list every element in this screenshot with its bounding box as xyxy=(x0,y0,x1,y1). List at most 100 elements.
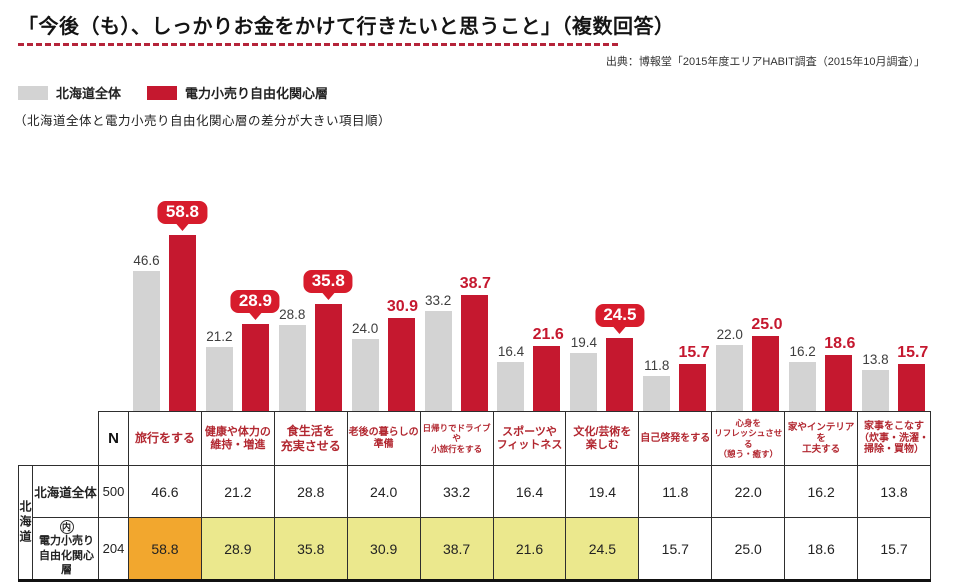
bar-value-label: 19.4 xyxy=(570,334,598,350)
value-bubble: 58.8 xyxy=(157,200,207,231)
bar-group-8: 22.0 25.0 xyxy=(711,181,784,411)
bar-deregulation-interest-10: 15.7 xyxy=(897,344,928,411)
source-note: 出典：博報堂「2015年度エリアHABIT調査（2015年10月調査）」 xyxy=(605,56,925,68)
cell-deregulation-interest-8: 25.0 xyxy=(711,516,786,583)
column-header-5: スポーツや フィットネス xyxy=(492,411,567,466)
bar-group-5: 16.4 21.6 xyxy=(493,181,566,411)
n-column-header: N xyxy=(98,411,129,466)
title-underline xyxy=(18,43,618,46)
bar-chart: 46.6 58.8 21.2 28.9 28.8 35.8 24.0 30.9 33.2 38.7… xyxy=(128,181,930,411)
bar-hokkaido-all-3: 24.0 xyxy=(351,321,379,411)
bar-deregulation-interest-9: 18.6 xyxy=(824,335,855,411)
bar-deregulation-interest-2: 35.8 xyxy=(303,269,353,411)
value-bubble: 24.5 xyxy=(595,303,645,334)
bar-hokkaido-all-2: 28.8 xyxy=(278,307,306,411)
bar-value-label: 15.7 xyxy=(678,343,710,361)
bar-value-label: 16.4 xyxy=(497,343,525,359)
value-bubble: 35.8 xyxy=(303,269,353,300)
bar-group-0: 46.6 58.8 xyxy=(128,181,207,411)
bar-deregulation-interest-3: 30.9 xyxy=(387,298,418,411)
bar-value-label: 16.2 xyxy=(789,344,816,360)
bar-group-9: 16.2 18.6 xyxy=(784,181,857,411)
bar-hokkaido-all-5: 16.4 xyxy=(497,344,525,411)
column-header-7: 自己啓発をする xyxy=(638,411,713,466)
bar-hokkaido-all-10: 13.8 xyxy=(862,352,890,411)
bar-hokkaido-all-8: 22.0 xyxy=(716,327,744,411)
bar-deregulation-interest-5: 21.6 xyxy=(533,326,564,411)
data-table: N 旅行をする 健康や体力の 維持・増進 食生活を 充実させる 老後の暮らしの 準備 日帰… xyxy=(18,411,931,583)
bar-group-10: 13.8 15.7 xyxy=(857,181,930,411)
bar-value-label: 28.8 xyxy=(279,306,306,322)
bar-group-6: 19.4 24.5 xyxy=(565,181,645,411)
bar-group-3: 24.0 30.9 xyxy=(347,181,420,411)
bar-hokkaido-all-7: 11.8 xyxy=(643,358,671,411)
bar-deregulation-interest-0: 58.8 xyxy=(157,200,207,411)
cell-hokkaido-all-4: 33.2 xyxy=(419,465,494,518)
bar-value-label: 30.9 xyxy=(386,298,418,316)
bar-hokkaido-all-6: 19.4 xyxy=(570,335,598,411)
cell-deregulation-interest-1: 28.9 xyxy=(200,516,275,583)
cell-deregulation-interest-3: 30.9 xyxy=(346,516,421,583)
cell-deregulation-interest-5: 21.6 xyxy=(492,516,567,583)
bar-group-1: 21.2 28.9 xyxy=(201,181,280,411)
cell-deregulation-interest-10: 15.7 xyxy=(857,516,931,583)
cell-deregulation-interest-4: 38.7 xyxy=(419,516,494,583)
bar-value-label: 15.7 xyxy=(897,343,929,361)
cell-deregulation-interest-2: 35.8 xyxy=(273,516,348,583)
bar-group-7: 11.8 15.7 xyxy=(638,181,711,411)
bar-value-label: 25.0 xyxy=(751,316,783,333)
n-value-hokkaido-all: 500 xyxy=(98,465,129,518)
bar-value-label: 38.7 xyxy=(459,274,491,292)
bar-value-label: 11.8 xyxy=(644,357,670,373)
bar-group-2: 28.8 35.8 xyxy=(274,181,353,411)
cell-hokkaido-all-0: 46.6 xyxy=(128,465,202,518)
cell-hokkaido-all-10: 13.8 xyxy=(857,465,931,518)
bar-deregulation-interest-1: 28.9 xyxy=(230,290,280,411)
column-header-3: 老後の暮らしの 準備 xyxy=(346,411,421,466)
legend-swatch-deregulation-interest xyxy=(147,85,178,100)
bar-hokkaido-all-4: 33.2 xyxy=(424,293,452,411)
cell-hokkaido-all-5: 16.4 xyxy=(492,465,567,518)
column-header-1: 健康や体力の 維持・増進 xyxy=(200,411,275,466)
cell-hokkaido-all-8: 22.0 xyxy=(711,465,786,518)
legend-swatch-hokkaido-all xyxy=(18,85,48,100)
bar-value-label: 22.0 xyxy=(716,327,743,342)
page-title: 「今後（も）、しっかりお金をかけて行きたいと思うこと」（複数回答） xyxy=(18,16,675,38)
bar-group-4: 33.2 38.7 xyxy=(420,181,493,411)
bar-value-label: 24.0 xyxy=(352,321,379,336)
bar-value-label: 18.6 xyxy=(824,335,856,353)
column-header-2: 食生活を 充実させる xyxy=(273,411,348,466)
bar-value-label: 13.8 xyxy=(862,351,889,367)
n-value-deregulation-interest: 204 xyxy=(98,516,129,583)
row-label-hokkaido-all: 北海道全体 xyxy=(32,465,99,518)
column-header-10: 家事をこなす （炊事・洗濯・ 掃除・買物） xyxy=(857,411,931,466)
column-header-6: 文化/芸術を 楽しむ xyxy=(565,411,640,466)
spacer-cell xyxy=(19,412,33,466)
bar-value-label: 21.2 xyxy=(206,329,233,345)
bar-deregulation-interest-7: 15.7 xyxy=(678,344,710,411)
bar-hokkaido-all-1: 21.2 xyxy=(205,329,233,411)
sort-order-note: （北海道全体と電力小売り自由化関心層の差分が大きい項目順） xyxy=(14,114,392,128)
value-bubble: 28.9 xyxy=(230,290,280,321)
row-label-deregulation-interest: 内電力小売り 自由化関心層 xyxy=(32,516,99,583)
region-label: 北海道 xyxy=(18,464,33,583)
cell-hokkaido-all-7: 11.8 xyxy=(638,465,713,518)
cell-deregulation-interest-6: 24.5 xyxy=(565,516,640,583)
bar-value-label: 33.2 xyxy=(424,293,452,309)
legend-label-deregulation-interest: 電力小売り自由化関心層 xyxy=(185,86,329,101)
bar-value-label: 21.6 xyxy=(532,326,564,344)
circled-uchi-mark: 内 xyxy=(59,520,74,534)
column-header-8: 心身を リフレッシュさせる （憩う・癒す） xyxy=(711,411,786,466)
cell-deregulation-interest-7: 15.7 xyxy=(638,516,713,583)
bar-value-label: 46.6 xyxy=(133,253,160,269)
cell-hokkaido-all-2: 28.8 xyxy=(273,465,348,518)
spacer-cell xyxy=(33,412,99,466)
cell-deregulation-interest-9: 18.6 xyxy=(784,516,859,583)
cell-hokkaido-all-6: 19.4 xyxy=(565,465,640,518)
legend-label-hokkaido-all: 北海道全体 xyxy=(56,86,122,101)
cell-hokkaido-all-9: 16.2 xyxy=(784,465,859,518)
bar-deregulation-interest-6: 24.5 xyxy=(595,303,645,411)
column-header-4: 日帰りでドライブや 小旅行をする xyxy=(419,411,494,466)
bar-hokkaido-all-0: 46.6 xyxy=(132,253,160,411)
